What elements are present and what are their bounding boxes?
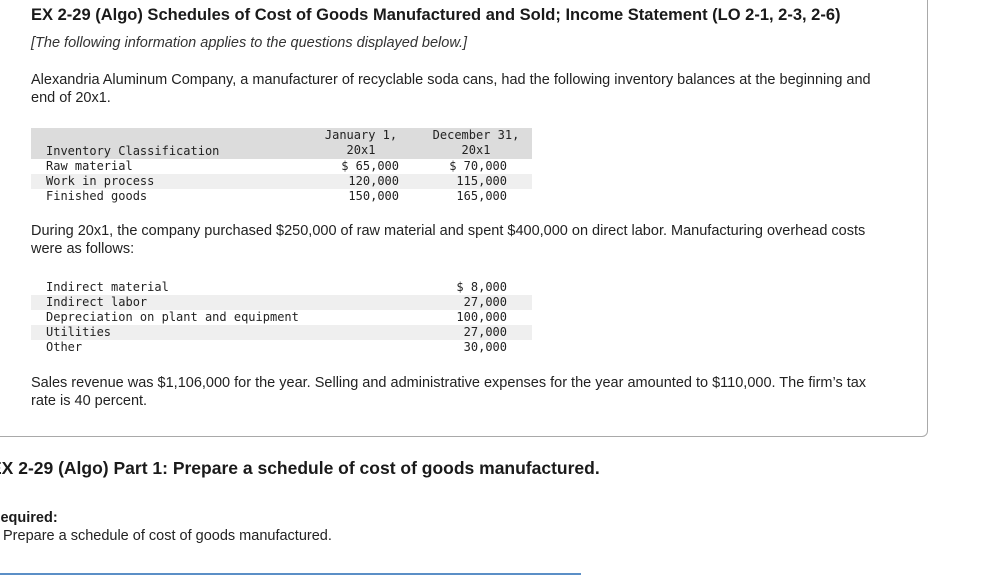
- table-row: Other 30,000: [31, 340, 532, 355]
- row-label: Indirect material: [46, 280, 169, 294]
- row-label: Raw material: [46, 159, 133, 173]
- part-title: EX 2-29 (Algo) Part 1: Prepare a schedul…: [0, 458, 600, 478]
- row-label: Finished goods: [46, 189, 148, 203]
- row-label: Other: [46, 340, 83, 354]
- row-jan-value: $ 65,000: [341, 159, 399, 173]
- row-label: Indirect labor: [46, 295, 148, 309]
- sales-paragraph: Sales revenue was $1,106,000 for the yea…: [31, 375, 867, 409]
- table-row: Depreciation on plant and equipment 100,…: [31, 310, 532, 325]
- row-dec-value: $ 70,000: [449, 159, 507, 173]
- row-dec-value: 115,000: [456, 174, 507, 188]
- header-inventory-classification: Inventory Classification: [46, 144, 220, 158]
- row-label: Utilities: [46, 325, 112, 339]
- required-label: Required:: [0, 510, 58, 526]
- purchases-paragraph: During 20x1, the company purchased $250,…: [31, 223, 866, 257]
- header-december: December 31, 20x1: [432, 128, 520, 157]
- table-row: Indirect material $ 8,000: [31, 280, 532, 295]
- row-amount: 30,000: [463, 340, 507, 354]
- row-label: Work in process: [46, 174, 155, 188]
- row-amount: $ 8,000: [456, 280, 507, 294]
- inventory-table: Inventory Classification January 1, 20x1…: [31, 128, 532, 204]
- inventory-table-header: Inventory Classification January 1, 20x1…: [31, 128, 532, 159]
- table-row: Indirect labor 27,000: [31, 295, 532, 310]
- row-dec-value: 165,000: [456, 189, 507, 203]
- row-jan-value: 120,000: [348, 174, 399, 188]
- required-text: Prepare a schedule of cost of goods manu…: [3, 528, 332, 544]
- row-amount: 100,000: [456, 310, 507, 324]
- overhead-table: Indirect material $ 8,000 Indirect labor…: [31, 280, 532, 355]
- header-january: January 1, 20x1: [324, 128, 398, 157]
- row-amount: 27,000: [463, 325, 507, 339]
- table-row: Raw material $ 65,000 $ 70,000: [31, 159, 532, 174]
- problem-title: EX 2-29 (Algo) Schedules of Cost of Good…: [31, 6, 841, 24]
- table-row: Work in process 120,000 115,000: [31, 174, 532, 189]
- row-label: Depreciation on plant and equipment: [46, 310, 299, 324]
- table-row: Finished goods 150,000 165,000: [31, 189, 532, 204]
- row-jan-value: 150,000: [348, 189, 399, 203]
- divider: [0, 573, 581, 575]
- table-row: Utilities 27,000: [31, 325, 532, 340]
- problem-card: [0, 0, 928, 437]
- problem-subtitle: [The following information applies to th…: [31, 35, 468, 51]
- row-amount: 27,000: [463, 295, 507, 309]
- intro-paragraph: Alexandria Aluminum Company, a manufactu…: [31, 72, 871, 106]
